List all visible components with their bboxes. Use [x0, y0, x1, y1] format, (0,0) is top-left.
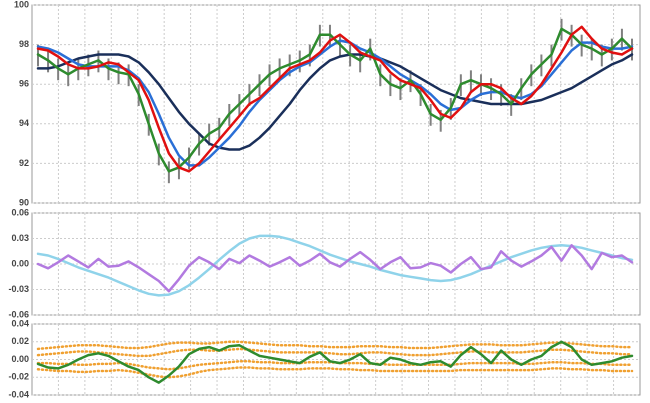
- y-tick-label: 0.04: [11, 318, 29, 328]
- series-line: [36, 244, 634, 293]
- y-tick-label: 100: [14, 0, 29, 9]
- y-tick-label: 0.03: [11, 233, 29, 243]
- y-tick-label: 90: [19, 197, 29, 207]
- y-tick-label: 92: [19, 158, 29, 168]
- y-tick-label: 94: [19, 118, 29, 128]
- y-tick-label: 0.06: [11, 207, 29, 217]
- y-tick-label: 0.02: [11, 336, 29, 346]
- y-tick-label: 98: [19, 39, 29, 49]
- y-tick-label: 0.00: [11, 258, 29, 268]
- y-tick-label: -0.02: [8, 372, 29, 382]
- y-tick-label: -0.06: [8, 309, 29, 319]
- series-line: [36, 25, 634, 173]
- y-tick-label: -0.03: [8, 284, 29, 294]
- plot-area: [31, 4, 641, 204]
- y-tick-label: 0.00: [11, 354, 29, 364]
- series-line: [36, 53, 634, 151]
- series-line: [36, 27, 634, 173]
- series-line: [36, 347, 634, 358]
- series-line: [36, 340, 634, 384]
- y-tick-label: 96: [19, 79, 29, 89]
- y-tick-label: -0.04: [8, 389, 29, 399]
- series-line: [36, 366, 634, 379]
- series-line: [36, 340, 634, 351]
- series-line: [36, 234, 634, 297]
